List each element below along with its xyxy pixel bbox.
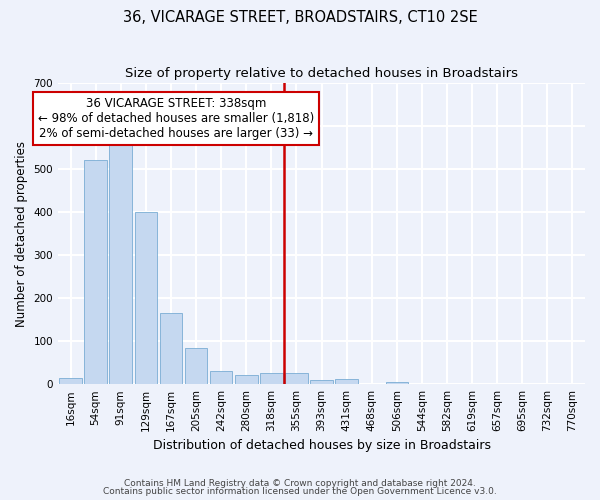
Text: Contains HM Land Registry data © Crown copyright and database right 2024.: Contains HM Land Registry data © Crown c… (124, 478, 476, 488)
Bar (386, 382, 408, 384)
Bar (185, 348, 208, 384)
Bar (335, 379, 358, 384)
Y-axis label: Number of detached properties: Number of detached properties (15, 140, 28, 326)
Bar (310, 380, 333, 384)
Bar (85, 160, 107, 384)
Text: 36, VICARAGE STREET, BROADSTAIRS, CT10 2SE: 36, VICARAGE STREET, BROADSTAIRS, CT10 2… (122, 10, 478, 25)
Bar (235, 374, 257, 384)
Text: Contains public sector information licensed under the Open Government Licence v3: Contains public sector information licen… (103, 488, 497, 496)
Title: Size of property relative to detached houses in Broadstairs: Size of property relative to detached ho… (125, 68, 518, 80)
X-axis label: Distribution of detached houses by size in Broadstairs: Distribution of detached houses by size … (152, 440, 491, 452)
Bar (59, 378, 82, 384)
Bar (134, 212, 157, 384)
Text: 36 VICARAGE STREET: 338sqm
← 98% of detached houses are smaller (1,818)
2% of se: 36 VICARAGE STREET: 338sqm ← 98% of deta… (38, 97, 314, 140)
Bar (109, 134, 132, 384)
Bar (260, 374, 283, 384)
Bar (210, 372, 232, 384)
Bar (285, 374, 308, 384)
Bar (160, 313, 182, 384)
